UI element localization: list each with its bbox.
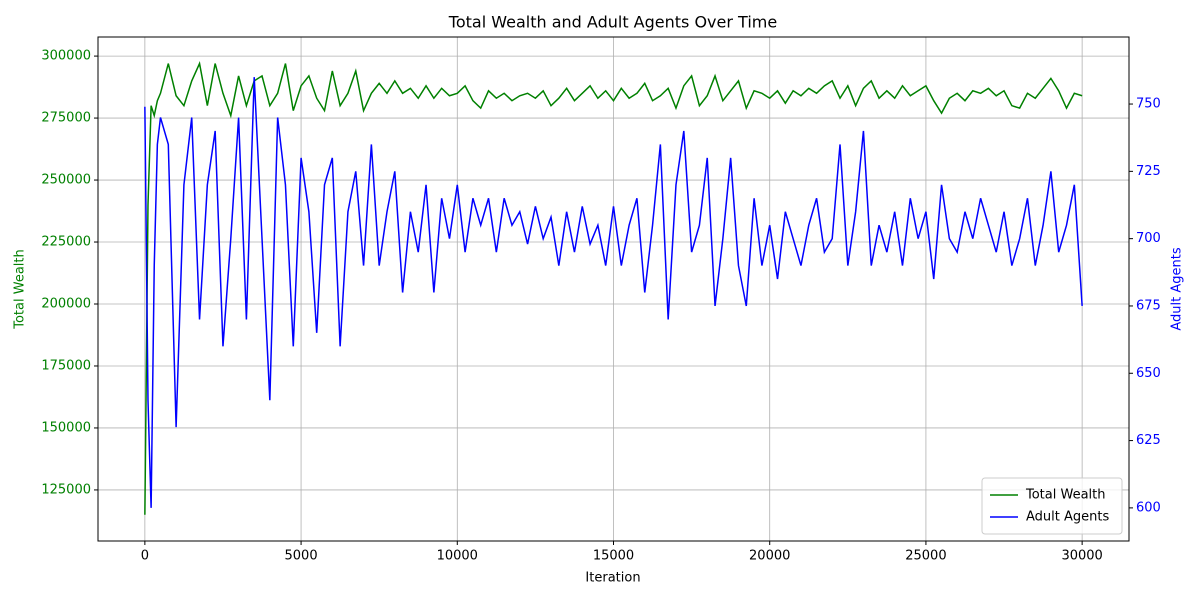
x-axis-label: Iteration bbox=[585, 571, 640, 586]
x-tick-label: 10000 bbox=[437, 549, 478, 564]
series-line bbox=[144, 77, 1083, 508]
y-tick-label: 150000 bbox=[41, 420, 91, 435]
x-tick-label: 15000 bbox=[593, 549, 634, 564]
y2-tick-label: 650 bbox=[1136, 366, 1161, 381]
chart-title: Total Wealth and Adult Agents Over Time bbox=[448, 13, 777, 32]
y2-tick-label: 700 bbox=[1136, 231, 1161, 246]
y2-tick-label: 725 bbox=[1136, 164, 1161, 179]
x-tick-label: 5000 bbox=[285, 549, 318, 564]
legend-label: Total Wealth bbox=[1025, 488, 1106, 503]
y2-tick-label: 750 bbox=[1136, 97, 1161, 112]
plot-frame bbox=[97, 36, 1130, 542]
legend: Total Wealth Adult Agents bbox=[981, 477, 1123, 535]
x-tick-label: 20000 bbox=[749, 549, 790, 564]
y-tick-label: 250000 bbox=[41, 173, 91, 188]
y-tick-label: 225000 bbox=[41, 235, 91, 250]
y-tick-label: 175000 bbox=[41, 358, 91, 373]
y2-tick-label: 675 bbox=[1136, 298, 1161, 313]
y2-axis-label: Adult Agents bbox=[1170, 247, 1185, 330]
y-tick-label: 125000 bbox=[41, 482, 91, 497]
legend-label: Adult Agents bbox=[1026, 510, 1109, 525]
x-tick-label: 0 bbox=[141, 549, 149, 564]
y-axis-label: Total Wealth bbox=[13, 249, 28, 330]
y2-tick-label: 625 bbox=[1136, 433, 1161, 448]
x-tick-label: 30000 bbox=[1061, 549, 1102, 564]
x-tick-label: 25000 bbox=[905, 549, 946, 564]
y2-tick-label: 600 bbox=[1136, 500, 1161, 515]
series-line bbox=[144, 61, 1083, 515]
y-tick-label: 300000 bbox=[41, 49, 91, 64]
y-tick-label: 200000 bbox=[41, 296, 91, 311]
legend-box bbox=[981, 477, 1123, 535]
y-tick-label: 275000 bbox=[41, 111, 91, 126]
